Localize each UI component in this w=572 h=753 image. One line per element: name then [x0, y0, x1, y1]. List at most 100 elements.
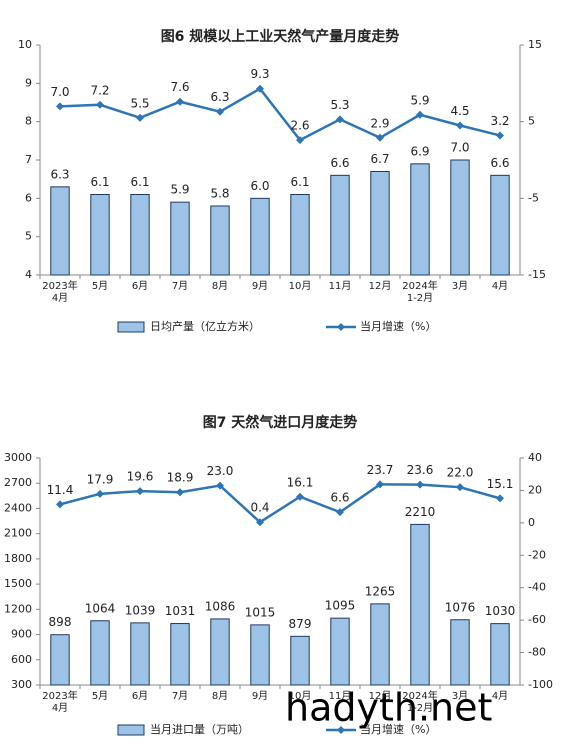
bar	[50, 186, 70, 276]
line-value-label: 9.3	[250, 67, 269, 81]
x-tick-label: 2023年 4月	[42, 691, 78, 714]
line-marker	[216, 107, 224, 116]
legend-label: 当月增速（%）	[360, 722, 436, 736]
bar	[130, 194, 150, 276]
line-value-label: 19.6	[127, 470, 154, 484]
line-marker	[296, 492, 304, 501]
line-value-label: 11.4	[47, 483, 74, 497]
line-value-label: 2.6	[290, 119, 309, 133]
y-tick-label: 600	[11, 653, 32, 666]
legend-label: 日均产量（亿立方米）	[150, 319, 260, 333]
bar-value-label: 898	[49, 615, 72, 629]
line-value-label: 23.7	[367, 463, 394, 477]
line	[59, 87, 501, 142]
line-marker	[416, 110, 424, 119]
x-tick-label: 8月	[211, 691, 229, 702]
x-tick-label: 7月	[171, 691, 189, 702]
y-tick-label: 6	[25, 191, 32, 204]
line-value-label: 0.4	[250, 501, 269, 515]
line-marker	[456, 121, 464, 130]
line-value-label: 18.9	[167, 471, 194, 485]
bar-value-label: 1076	[445, 600, 476, 614]
line-value-label: 3.2	[490, 114, 509, 128]
bar-value-label: 5.9	[170, 183, 189, 197]
bar-value-label: 1086	[205, 599, 236, 613]
bar-value-label: 6.6	[490, 156, 509, 170]
x-tick-label: 12月	[368, 281, 392, 292]
x-tick-label: 4月	[491, 691, 509, 702]
legend-swatch	[117, 321, 145, 333]
y-tick-label: 5	[25, 230, 32, 243]
x-tick-label: 6月	[131, 691, 149, 702]
y-tick-label: 900	[11, 628, 32, 641]
y2-tick-label: 40	[528, 451, 542, 464]
line-marker	[56, 500, 64, 509]
y-tick-label: 4	[25, 268, 32, 281]
y2-tick-label: 0	[528, 516, 535, 529]
bar-value-label: 879	[289, 617, 312, 631]
y2-tick-label: -80	[528, 646, 546, 659]
y2-tick-label: 15	[528, 38, 542, 51]
y2-tick-label: 20	[528, 483, 542, 496]
legend-swatch	[117, 724, 145, 736]
bar-value-label: 6.0	[250, 179, 269, 193]
chart-title: 图7 天然气进口月度走势	[203, 414, 358, 431]
legend-marker	[337, 726, 345, 734]
bar	[450, 159, 470, 276]
bar	[370, 171, 390, 276]
legend-label: 当月进口量（万吨）	[150, 722, 249, 736]
line-marker	[136, 487, 144, 496]
x-tick-label: 9月	[251, 691, 269, 702]
y-tick-label: 300	[11, 678, 32, 691]
bar-value-label: 1030	[485, 604, 516, 618]
bar	[90, 620, 110, 686]
bar-value-label: 1031	[165, 604, 196, 618]
x-tick-label: 2024年 1-2月	[402, 691, 438, 714]
x-tick-label: 4月	[491, 281, 509, 292]
y-tick-label: 2400	[4, 501, 32, 514]
bar-value-label: 6.9	[410, 144, 429, 158]
line-value-label: 7.0	[50, 85, 69, 99]
bar-value-label: 1265	[365, 584, 396, 598]
bar	[490, 623, 510, 686]
bar	[170, 201, 190, 276]
line-marker	[456, 483, 464, 492]
legend-marker	[337, 323, 345, 331]
y2-tick-label: 5	[528, 115, 535, 128]
x-tick-label: 11月	[328, 281, 352, 292]
y-tick-label: 7	[25, 153, 32, 166]
x-tick-label: 10月	[288, 691, 312, 702]
bar-value-label: 1064	[85, 601, 116, 615]
y-tick-label: 2100	[4, 527, 32, 540]
line-marker	[176, 488, 184, 497]
bar-value-label: 5.8	[210, 187, 229, 201]
y-tick-label: 1500	[4, 577, 32, 590]
line-marker	[496, 131, 504, 140]
x-tick-label: 7月	[171, 281, 189, 292]
line-value-label: 7.2	[90, 83, 109, 97]
line-value-label: 7.6	[170, 80, 189, 94]
y-tick-label: 2700	[4, 476, 32, 489]
line-marker	[296, 136, 304, 145]
bar	[50, 634, 70, 686]
line-marker	[376, 480, 384, 489]
bar-value-label: 2210	[405, 505, 436, 519]
line-marker	[96, 489, 104, 498]
bar	[290, 194, 310, 276]
bar	[370, 603, 390, 686]
bar	[450, 619, 470, 686]
x-tick-label: 9月	[251, 281, 269, 292]
y2-tick-label: -100	[528, 678, 553, 691]
line-marker	[136, 113, 144, 122]
bar	[330, 174, 350, 276]
bar	[410, 523, 430, 686]
line-marker	[376, 133, 384, 142]
x-tick-label: 10月	[288, 281, 312, 292]
bar	[490, 174, 510, 276]
y-tick-label: 1800	[4, 552, 32, 565]
line-value-label: 17.9	[87, 472, 114, 486]
bar	[250, 624, 270, 686]
line-marker	[496, 494, 504, 503]
